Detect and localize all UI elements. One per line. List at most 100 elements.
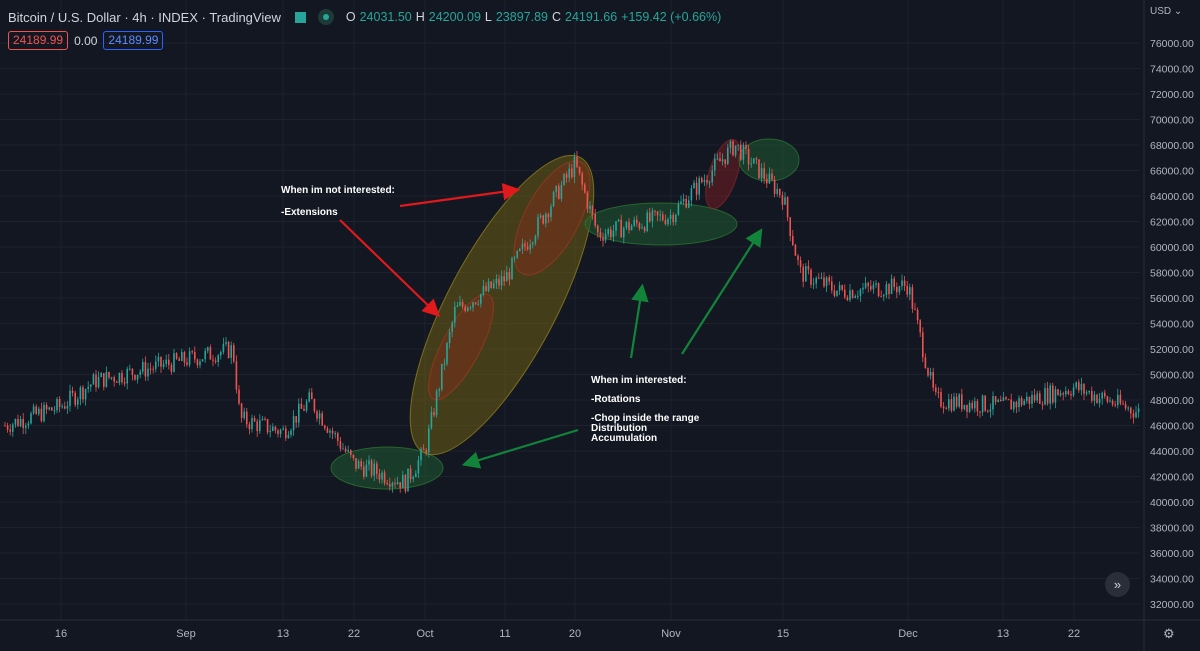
candle-body [251, 418, 253, 430]
candle-body [911, 287, 914, 309]
price-tick-label: 56000.00 [1150, 293, 1194, 305]
candle-body [365, 464, 368, 477]
candle-body [981, 395, 984, 413]
candle-body [456, 305, 459, 307]
candle-body [303, 408, 305, 411]
candle-body [792, 235, 794, 246]
time-tick-label: 15 [777, 628, 789, 640]
candle-body [677, 204, 680, 215]
candle-body [862, 287, 864, 290]
bid-ask-row: 24189.99 0.00 24189.99 [8, 31, 164, 50]
candle-body [623, 228, 625, 238]
candle-body [989, 409, 992, 412]
candle-body [105, 371, 108, 387]
ohlc-values: O 24031.50 H 24200.09 L 23897.89 C 24191.66 … [346, 10, 721, 24]
candle-body [350, 449, 352, 455]
price-tick-label: 42000.00 [1150, 472, 1194, 484]
time-axis[interactable]: 16 Sep 13 22 Oct 11 20 Nov 15 Dec 13 22 [55, 628, 1080, 640]
time-tick-label: Oct [416, 628, 433, 640]
candle-body [727, 147, 729, 164]
candle-body [264, 418, 266, 420]
candle-body [690, 188, 693, 201]
candle-body [1117, 394, 1119, 406]
candle-body [472, 302, 474, 308]
candle-body [747, 148, 750, 165]
high-value: 24200.09 [428, 10, 481, 24]
scroll-to-realtime-button[interactable]: » [1105, 572, 1130, 597]
candle-body [841, 285, 843, 290]
candle-body [737, 144, 739, 146]
candle-body [1072, 387, 1075, 396]
candle-body [974, 401, 976, 409]
candle-body [682, 198, 685, 202]
price-tick-label: 58000.00 [1150, 268, 1194, 280]
candle-body [766, 178, 768, 184]
candle-body [519, 248, 521, 251]
candle-body [919, 320, 921, 333]
candle-body [695, 182, 698, 195]
candle-body [77, 399, 79, 405]
candle-body [589, 205, 591, 209]
candle-body [1098, 398, 1101, 404]
candle-body [576, 156, 578, 167]
candle-body [27, 423, 30, 426]
candle-body [1054, 389, 1057, 403]
candle-body [625, 221, 628, 229]
symbol-title[interactable]: Bitcoin / U.S. Dollar · 4h · INDEX · Tra… [8, 9, 281, 25]
candle-body [438, 389, 440, 392]
candle-body [1135, 412, 1137, 418]
candle-body [607, 229, 609, 235]
candle-body [225, 342, 227, 344]
candle-body [1028, 396, 1031, 404]
candle-body [461, 302, 464, 307]
candle-body [906, 285, 908, 295]
candle-body [875, 283, 877, 285]
candle-body [633, 219, 635, 226]
candle-body [56, 399, 58, 411]
candle-body [482, 286, 485, 295]
candle-body [1062, 393, 1064, 395]
candle-body [961, 394, 963, 410]
annotation-distribution: Distribution [591, 423, 648, 434]
candle-body [97, 376, 100, 388]
candle-body [555, 185, 557, 193]
candle-body [602, 237, 604, 241]
candle-body [422, 448, 425, 451]
buy-price-button[interactable]: 24189.99 [103, 31, 164, 50]
candle-body [571, 168, 573, 178]
candle-body [932, 372, 934, 388]
candle-body [864, 282, 867, 288]
candle-body [1078, 382, 1080, 391]
candle-body [669, 214, 672, 219]
time-tick-label: 20 [569, 628, 581, 640]
candle-body [890, 278, 893, 295]
candle-body [940, 392, 942, 407]
market-status-icon[interactable] [317, 9, 334, 25]
candle-body [604, 234, 607, 241]
price-tick-label: 68000.00 [1150, 140, 1194, 152]
candle-body [750, 163, 752, 165]
candle-body [428, 428, 430, 453]
candle-body [318, 413, 321, 419]
gear-icon[interactable]: ⚙ [1163, 626, 1175, 641]
time-tick-label: Dec [898, 628, 918, 640]
candle-body [357, 461, 360, 469]
candle-body [909, 287, 911, 295]
sell-price-button[interactable]: 24189.99 [8, 31, 69, 50]
candle-body [820, 277, 823, 279]
candle-body [355, 457, 357, 469]
status-dot [322, 14, 329, 20]
price-axis[interactable]: 32000.00 34000.00 36000.00 38000.00 40000.00… [1150, 38, 1194, 611]
candle-body [786, 197, 789, 218]
flag-icon[interactable] [294, 11, 306, 23]
currency-selector[interactable]: USD ⌄ [1150, 6, 1183, 17]
candle-body [628, 221, 630, 231]
candle-body [191, 351, 193, 353]
candle-body [958, 394, 960, 407]
candle-body [591, 205, 594, 215]
candle-body [38, 408, 40, 414]
candle-body [732, 141, 734, 156]
